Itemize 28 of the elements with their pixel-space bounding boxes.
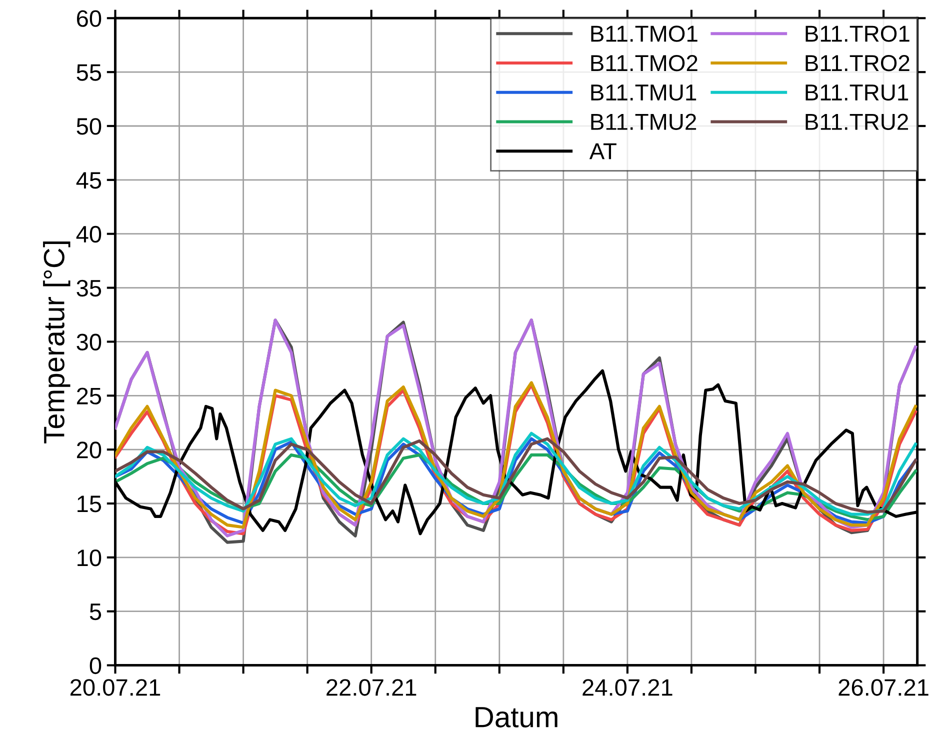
y-tick-label: 25	[76, 388, 102, 404]
legend-label: B11.TRU1	[806, 84, 908, 101]
y-tick-label: 15	[78, 496, 102, 512]
x-tick-label: 24.07.21	[582, 679, 672, 696]
y-axis-title: Temperatur [°C]	[43, 242, 70, 444]
legend-label: B11.TRO2	[806, 55, 910, 72]
y-tick-label: 50	[76, 118, 102, 135]
x-tick-label: 20.07.21	[70, 679, 160, 696]
x-axis-title: Datum	[476, 707, 558, 728]
x-tick-label: 22.07.21	[326, 679, 416, 696]
y-tick-label: 55	[76, 64, 102, 81]
legend-label: B11.TMO1	[591, 26, 698, 42]
y-tick-label: 5	[90, 604, 102, 620]
y-tick-label: 20	[76, 442, 102, 458]
legend-label: B11.TRO1	[806, 26, 910, 42]
y-tick-label: 30	[76, 334, 102, 350]
y-tick-label: 60	[76, 10, 102, 27]
legend-label: B11.TMO2	[591, 55, 698, 72]
y-tick-label: 10	[78, 549, 102, 566]
y-tick-label: 0	[90, 657, 102, 674]
y-tick-label: 40	[76, 226, 102, 243]
y-tick-label: 35	[76, 280, 102, 297]
legend-label: B11.TMU2	[591, 114, 696, 130]
x-tick-label: 26.07.21	[838, 679, 928, 696]
legend-label: AT	[589, 143, 616, 160]
legend-label: B11.TRU2	[806, 114, 908, 130]
legend-label: B11.TMU1	[591, 84, 696, 101]
y-tick-label: 45	[76, 172, 102, 189]
